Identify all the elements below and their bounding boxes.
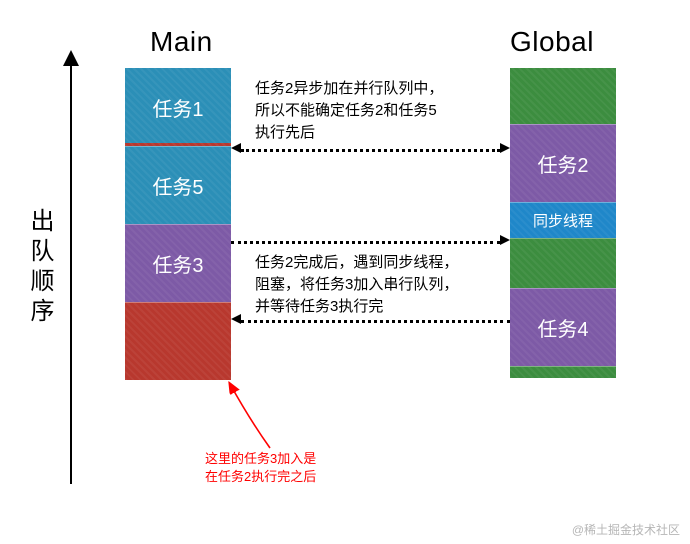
axis-label: 出队顺序 <box>22 208 57 328</box>
connector-2 <box>231 241 500 244</box>
arrowhead-left-icon <box>231 314 241 324</box>
red-note-line: 在任务2执行完之后 <box>205 468 316 486</box>
task-label: 任务4 <box>537 313 588 342</box>
annot-line: 阻塞，将任务3加入串行队列， <box>255 274 458 296</box>
annotation-1: 任务2异步加在并行队列中， 所以不能确定任务2和任务5 执行先后 <box>255 78 443 143</box>
global-gap-mid <box>510 238 616 288</box>
arrowhead-right-icon <box>500 235 510 245</box>
connector-3 <box>241 320 510 323</box>
annot-line: 并等待任务3执行完 <box>255 296 458 318</box>
task-label: 任务2 <box>537 149 588 178</box>
connector-1 <box>241 149 500 152</box>
task3-block: 任务3 <box>125 224 231 302</box>
annotation-2: 任务2完成后，遇到同步线程， 阻塞，将任务3加入串行队列， 并等待任务3执行完 <box>255 252 458 317</box>
sync-thread-block: 同步线程 <box>510 202 616 238</box>
annot-line: 所以不能确定任务2和任务5 <box>255 100 443 122</box>
task-label: 任务1 <box>152 93 203 122</box>
axis-arrow <box>70 52 72 484</box>
main-title: Main <box>150 26 213 58</box>
task-label: 任务5 <box>152 171 203 200</box>
annot-line: 任务2异步加在并行队列中， <box>255 78 443 100</box>
arrowhead-left-icon <box>231 143 241 153</box>
task4-block: 任务4 <box>510 288 616 366</box>
task1-block: 任务1 <box>125 68 231 146</box>
red-note: 这里的任务3加入是 在任务2执行完之后 <box>205 450 316 486</box>
task2-block: 任务2 <box>510 124 616 202</box>
global-title: Global <box>510 26 594 58</box>
global-gap-bot <box>510 366 616 378</box>
global-gap-top <box>510 68 616 124</box>
red-note-line: 这里的任务3加入是 <box>205 450 316 468</box>
global-column: 任务2 同步线程 任务4 <box>510 68 616 378</box>
watermark: @稀土掘金技术社区 <box>572 521 680 538</box>
arrowhead-right-icon <box>500 143 510 153</box>
diagram-stage: 出队顺序 Main Global 任务1 任务5 任务3 任务2 同步线程 任务… <box>0 0 690 544</box>
annot-line: 任务2完成后，遇到同步线程， <box>255 252 458 274</box>
task-label: 同步线程 <box>533 210 593 231</box>
annot-line: 执行先后 <box>255 122 443 144</box>
main-column: 任务1 任务5 任务3 <box>125 68 231 380</box>
task5-block: 任务5 <box>125 146 231 224</box>
gap-block <box>125 302 231 380</box>
task-label: 任务3 <box>152 249 203 278</box>
